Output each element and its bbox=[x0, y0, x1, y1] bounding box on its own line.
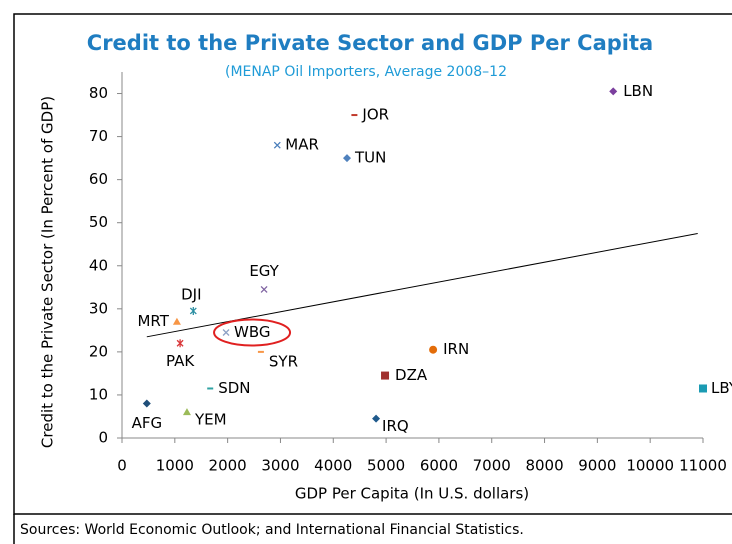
y-tick-label: 10 bbox=[89, 385, 108, 403]
point-label: WBG bbox=[234, 323, 270, 341]
scatter-point bbox=[273, 141, 281, 149]
point-label: MRT bbox=[137, 312, 169, 330]
chart-title: Credit to the Private Sector and GDP Per… bbox=[87, 31, 653, 55]
scatter-point bbox=[182, 408, 191, 416]
point-label: MAR bbox=[285, 136, 319, 154]
x-tick-label: 7000 bbox=[473, 457, 511, 475]
chart-subtitle: (MENAP Oil Importers, Average 2008–12 bbox=[225, 64, 507, 80]
scatter-point bbox=[176, 339, 184, 348]
x-tick-label: 9000 bbox=[578, 457, 616, 475]
x-tick-label: 5000 bbox=[367, 457, 405, 475]
y-tick-label: 0 bbox=[98, 429, 108, 447]
point-label: AFG bbox=[132, 414, 163, 432]
highlight-ring bbox=[213, 318, 292, 347]
point-label: JOR bbox=[361, 106, 389, 124]
point-label: IRQ bbox=[382, 417, 409, 435]
x-tick-label: 11000 bbox=[679, 457, 727, 475]
source-note: Sources: World Economic Outlook; and Int… bbox=[20, 522, 524, 538]
y-tick-label: 80 bbox=[89, 84, 108, 102]
point-label: TUN bbox=[354, 149, 386, 167]
point-label: LBY bbox=[711, 379, 732, 397]
point-label: PAK bbox=[166, 352, 195, 370]
point-label: YEM bbox=[194, 411, 227, 429]
y-tick-label: 40 bbox=[89, 256, 108, 274]
x-tick-label: 3000 bbox=[261, 457, 299, 475]
scatter-point bbox=[609, 87, 618, 96]
y-tick-label: 20 bbox=[89, 342, 108, 360]
x-tick-label: 1000 bbox=[156, 457, 194, 475]
plot: 0 10 20 30 40 50 60 70 80 0 1000 2000 3000 4000 5000 60… bbox=[89, 72, 732, 475]
scatter-point bbox=[699, 384, 707, 393]
point-label: LBN bbox=[623, 82, 653, 100]
y-tick-label: 70 bbox=[89, 127, 108, 145]
scatter-point bbox=[372, 414, 381, 423]
scatter-point bbox=[381, 371, 390, 380]
y-tick-label: 30 bbox=[89, 299, 108, 317]
scatter-point bbox=[142, 399, 151, 408]
scatter-point bbox=[260, 285, 268, 293]
scatter-point bbox=[172, 317, 181, 325]
point-label: SYR bbox=[269, 352, 298, 370]
x-tick-label: 8000 bbox=[525, 457, 563, 475]
point-label: DJI bbox=[181, 285, 201, 303]
scatter-point bbox=[343, 154, 352, 163]
point-label: EGY bbox=[249, 262, 279, 280]
point-label: DZA bbox=[395, 366, 428, 384]
x-tick-label: 6000 bbox=[420, 457, 458, 475]
x-tick-label: 4000 bbox=[314, 457, 352, 475]
x-tick-label: 2000 bbox=[209, 457, 247, 475]
y-tick-label: 50 bbox=[89, 213, 108, 231]
x-tick-label: 10000 bbox=[626, 457, 674, 475]
point-label: SDN bbox=[218, 379, 250, 397]
x-axis-label: GDP Per Capita (In U.S. dollars) bbox=[295, 485, 529, 503]
scatter-point bbox=[189, 306, 197, 315]
x-tick-label: 0 bbox=[117, 457, 127, 475]
scatter-point bbox=[429, 345, 438, 354]
chart-frame bbox=[13, 13, 732, 515]
y-tick-label: 60 bbox=[89, 170, 108, 188]
scatter-point bbox=[222, 329, 230, 336]
y-axis-label: Credit to the Private Sector (In Percent… bbox=[39, 96, 57, 448]
point-label: IRN bbox=[443, 340, 469, 358]
